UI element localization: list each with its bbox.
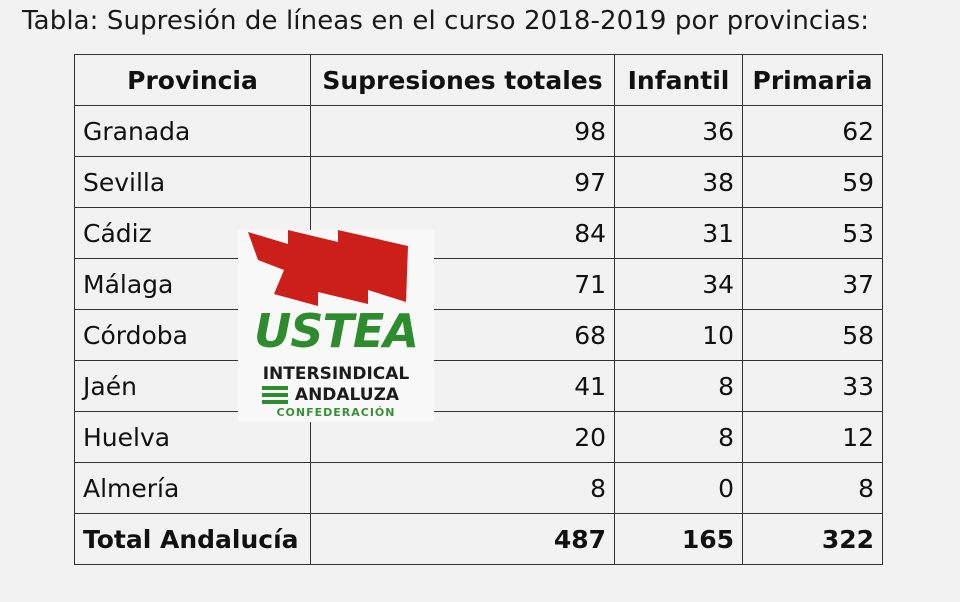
logo-line1: INTERSINDICAL <box>262 364 410 384</box>
cell-provincia: Sevilla <box>74 156 311 208</box>
table-row: Granada 98 36 62 <box>74 105 883 157</box>
cell-infantil: 38 <box>614 156 743 208</box>
cell-provincia: Almería <box>74 462 311 514</box>
cell-infantil: 0 <box>614 462 743 514</box>
red-flag-icon <box>248 230 408 306</box>
table-row: Jaén 41 8 33 <box>74 360 883 412</box>
cell-infantil: 8 <box>614 411 743 463</box>
table-total-row: Total Andalucía 487 165 322 <box>74 513 883 565</box>
header-primaria: Primaria <box>742 54 883 106</box>
header-supresiones-totales: Supresiones totales <box>310 54 615 106</box>
total-primaria: 322 <box>742 513 883 565</box>
cell-primaria: 33 <box>742 360 883 412</box>
cell-primaria: 62 <box>742 105 883 157</box>
cell-infantil: 31 <box>614 207 743 259</box>
header-provincia: Provincia <box>74 54 311 106</box>
total-supresiones: 487 <box>310 513 615 565</box>
table-row: Sevilla 97 38 59 <box>74 156 883 208</box>
cell-provincia: Granada <box>74 105 311 157</box>
table-row: Huelva 20 8 12 <box>74 411 883 463</box>
total-label: Total Andalucía <box>74 513 311 565</box>
logo-line3: CONFEDERACIÓN <box>276 406 396 419</box>
cell-infantil: 8 <box>614 360 743 412</box>
header-infantil: Infantil <box>614 54 743 106</box>
cell-primaria: 37 <box>742 258 883 310</box>
page-title: Tabla: Supresión de líneas en el curso 2… <box>22 6 870 36</box>
cell-primaria: 53 <box>742 207 883 259</box>
cell-primaria: 12 <box>742 411 883 463</box>
cell-infantil: 36 <box>614 105 743 157</box>
logo-bars-icon <box>262 386 288 407</box>
table-row: Cádiz 84 31 53 <box>74 207 883 259</box>
provinces-table: Provincia Supresiones totales Infantil P… <box>74 54 883 565</box>
logo-name: USTEA <box>254 304 419 358</box>
cell-primaria: 58 <box>742 309 883 361</box>
ustea-logo: USTEA INTERSINDICAL ANDALUZA CONFEDERACI… <box>238 230 434 422</box>
table-row: Málaga 71 34 37 <box>74 258 883 310</box>
cell-primaria: 8 <box>742 462 883 514</box>
cell-infantil: 34 <box>614 258 743 310</box>
table-row: Córdoba 68 10 58 <box>74 309 883 361</box>
total-infantil: 165 <box>614 513 743 565</box>
cell-supresiones: 20 <box>310 411 615 463</box>
cell-infantil: 10 <box>614 309 743 361</box>
cell-supresiones: 8 <box>310 462 615 514</box>
logo-line2: ANDALUZA <box>294 385 400 405</box>
cell-primaria: 59 <box>742 156 883 208</box>
cell-supresiones: 98 <box>310 105 615 157</box>
table-row: Almería 8 0 8 <box>74 462 883 514</box>
table-header-row: Provincia Supresiones totales Infantil P… <box>74 54 883 106</box>
cell-supresiones: 97 <box>310 156 615 208</box>
